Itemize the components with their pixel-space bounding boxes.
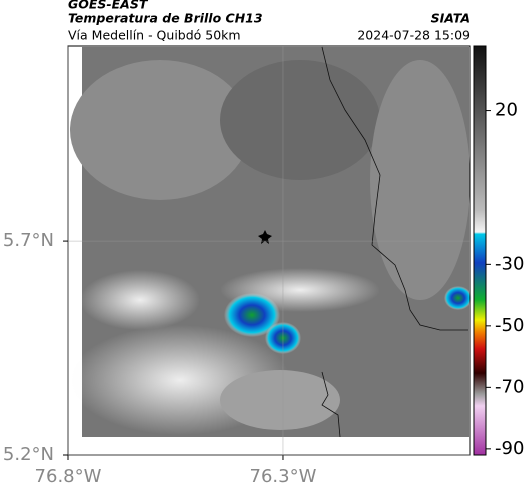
route: Vía Medellín - Quibdó 50km xyxy=(68,28,241,43)
title: GOES-EAST xyxy=(68,0,149,12)
subtitle: Temperatura de Brillo CH13 xyxy=(68,11,263,26)
x-tick-label: 76.3°W xyxy=(250,466,317,487)
colorbar-tick-label: -30 xyxy=(495,253,524,274)
x-tick-label: 76.8°W xyxy=(35,466,102,487)
colorbar-tick-label: -90 xyxy=(495,438,524,459)
y-tick-label: 5.2°N xyxy=(3,444,54,465)
colorbar xyxy=(473,45,487,456)
colorbar-tick-label: -70 xyxy=(495,376,524,397)
timestamp: 2024-07-28 15:09 xyxy=(357,28,470,43)
source: SIATA xyxy=(431,11,470,26)
satellite-image xyxy=(70,46,472,438)
colorbar-tick-label: -50 xyxy=(495,315,524,336)
y-tick-label: 5.7°N xyxy=(3,230,54,251)
colorbar-tick-label: 20 xyxy=(495,100,518,121)
